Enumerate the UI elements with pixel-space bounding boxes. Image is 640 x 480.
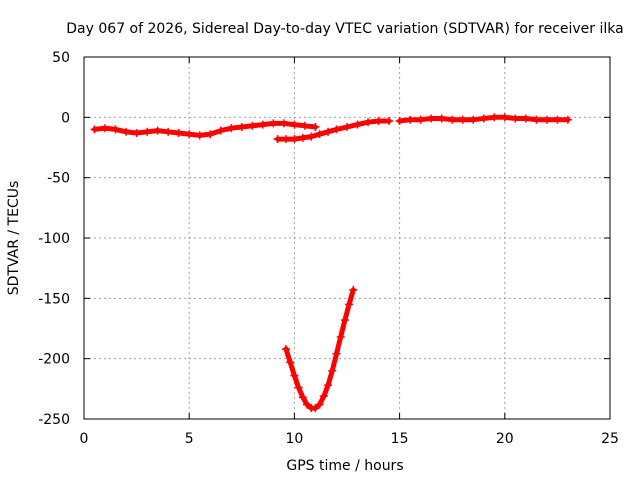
data-point [164, 127, 173, 136]
data-point [374, 116, 383, 125]
data-point [500, 113, 509, 122]
y-tick-label: -200 [38, 352, 70, 368]
data-point [281, 345, 290, 354]
y-axis: 50 0 -50 -100 -150 -200 -250 [38, 50, 610, 428]
data-point [174, 129, 183, 138]
data-point [132, 129, 141, 138]
y-tick-label: -250 [38, 412, 70, 428]
data-point [469, 115, 478, 124]
data-point [185, 130, 194, 139]
data-point [458, 115, 467, 124]
data-point [406, 115, 415, 124]
data-series [90, 113, 572, 413]
data-point [490, 113, 499, 122]
data-point [90, 125, 99, 134]
data-point [307, 132, 316, 141]
data-point [206, 130, 215, 139]
series-arc-3 [395, 113, 572, 125]
data-point [563, 115, 572, 124]
data-point [101, 124, 110, 133]
x-tick-label: 15 [391, 431, 409, 447]
data-point [290, 135, 299, 144]
data-point [286, 358, 295, 367]
data-point [237, 122, 246, 131]
data-point [227, 124, 236, 133]
series-arc-2 [273, 116, 394, 144]
data-point [303, 400, 312, 409]
grid-layer [84, 57, 610, 419]
data-point [353, 120, 362, 129]
data-point [479, 114, 488, 123]
data-point [216, 126, 225, 135]
series-line [283, 287, 356, 411]
data-point [345, 300, 354, 309]
x-tick-label: 25 [601, 431, 619, 447]
data-point [416, 115, 425, 124]
series-line [92, 120, 318, 138]
data-point [111, 125, 120, 134]
data-point [153, 126, 162, 135]
data-point [315, 400, 324, 409]
chart-title: Day 067 of 2026, Sidereal Day-to-day VTE… [66, 21, 623, 37]
data-point [521, 114, 530, 123]
x-axis: 0 5 10 15 20 25 [80, 57, 619, 447]
data-point [542, 115, 551, 124]
data-point [324, 381, 333, 390]
x-axis-label: GPS time / hours [286, 458, 403, 474]
data-point [328, 366, 337, 375]
data-point [319, 392, 328, 401]
data-point [273, 135, 282, 144]
data-point [315, 130, 324, 139]
data-point [532, 115, 541, 124]
data-point [311, 404, 320, 413]
data-point [395, 116, 404, 125]
y-axis-label: SDTVAR / TECUs [6, 181, 22, 296]
data-point [385, 116, 394, 125]
data-point [290, 120, 299, 129]
data-point [258, 120, 267, 129]
x-tick-label: 5 [185, 431, 194, 447]
series-arc-4 [281, 285, 358, 413]
data-point [298, 133, 307, 142]
data-point [343, 122, 351, 131]
y-tick-label: -150 [38, 291, 70, 307]
data-point [122, 127, 131, 136]
y-tick-label: 50 [52, 50, 70, 66]
data-point [298, 393, 307, 402]
series-arc-1 [90, 119, 320, 140]
plot-frame [83, 56, 611, 420]
data-point [364, 118, 373, 127]
data-point [349, 285, 358, 294]
data-point [511, 114, 520, 123]
data-point [311, 122, 320, 131]
data-point [553, 115, 562, 124]
data-point [427, 114, 436, 123]
data-point [437, 114, 446, 123]
data-point [248, 121, 257, 130]
data-point [332, 125, 341, 134]
data-point [143, 127, 152, 136]
data-point [324, 127, 333, 136]
data-point [336, 332, 345, 341]
data-point [195, 131, 204, 140]
x-tick-label: 20 [496, 431, 514, 447]
y-tick-label: -50 [47, 171, 70, 187]
data-point [290, 371, 299, 380]
data-point [294, 383, 303, 392]
y-tick-label: -100 [38, 231, 70, 247]
data-point [448, 115, 457, 124]
data-point [269, 119, 278, 128]
data-point [300, 121, 309, 130]
y-tick-label: 0 [61, 110, 70, 126]
data-point [279, 119, 288, 128]
x-tick-label: 0 [80, 431, 89, 447]
x-tick-label: 10 [285, 431, 303, 447]
data-point [332, 349, 341, 358]
data-point [340, 316, 349, 325]
data-point [281, 135, 290, 144]
